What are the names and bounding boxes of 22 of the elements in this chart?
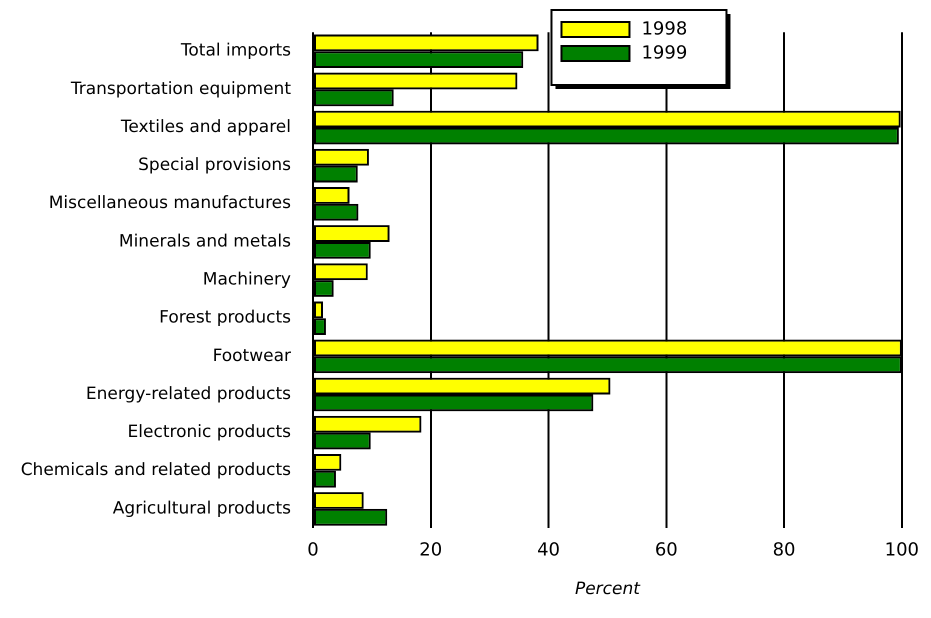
x-tick-label: 100: [884, 539, 919, 560]
y-tick-label: Minerals and metals: [118, 231, 292, 252]
y-tick-label: Chemicals and related products: [20, 460, 292, 480]
x-tick-label: 40: [537, 539, 560, 560]
y-tick-label: Electronic products: [128, 422, 292, 442]
y-tick-label: Forest products: [159, 308, 292, 328]
y-tick-label: Textiles and apparel: [120, 116, 291, 137]
y-tick-label: Total imports: [180, 40, 292, 61]
legend-label: 1998: [641, 18, 688, 40]
x-axis-title: Percent: [574, 579, 642, 600]
legend-label: 1999: [641, 42, 688, 64]
y-tick-label: Footwear: [212, 346, 291, 366]
y-tick-label: Energy-related products: [86, 384, 292, 404]
x-tick-label: 60: [654, 539, 678, 560]
x-tick-label: 0: [307, 539, 319, 560]
x-tick-label: 20: [419, 539, 442, 560]
x-tick-label: 80: [772, 539, 796, 560]
y-tick-label: Miscellaneous manufactures: [48, 193, 292, 214]
y-tick-label: Special provisions: [138, 155, 292, 176]
y-tick-label: Transportation equipment: [70, 78, 292, 99]
y-tick-label: Agricultural products: [112, 498, 292, 518]
y-tick-label: Machinery: [202, 270, 291, 290]
